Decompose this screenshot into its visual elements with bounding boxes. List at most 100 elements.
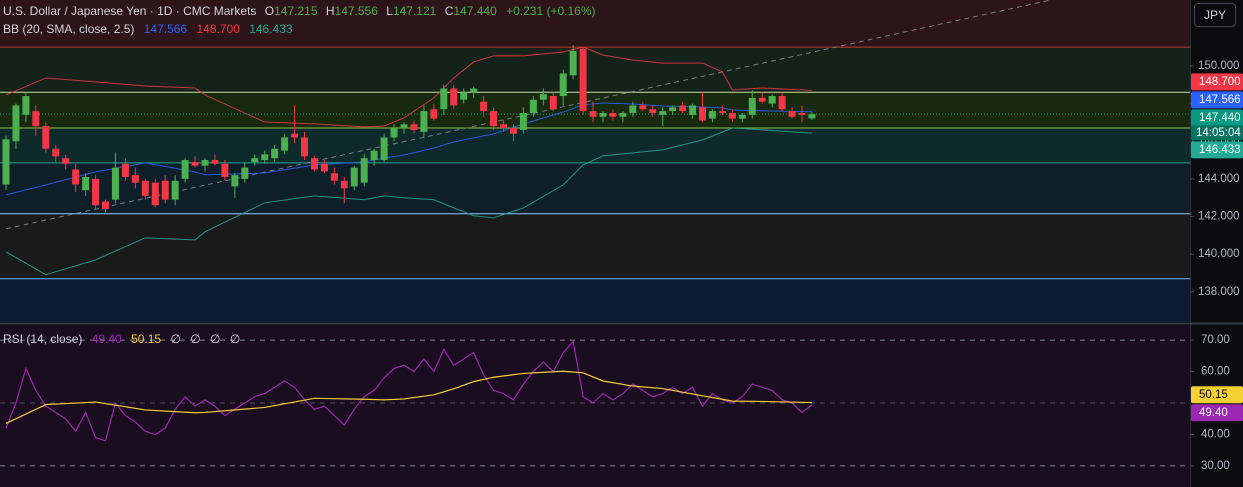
candle-body	[231, 175, 239, 187]
bb-legend: BB (20, SMA, close, 2.5) 147.566 148.700…	[3, 21, 293, 37]
candle-body	[430, 109, 438, 119]
band-line	[5, 46, 812, 128]
candle-body	[330, 173, 338, 181]
candle-body	[310, 158, 318, 170]
y-tick-label: 142.000	[1198, 211, 1240, 223]
candle-body	[42, 126, 50, 149]
candle-body	[629, 105, 637, 113]
y-tick-label: 144.000	[1198, 173, 1240, 185]
bb-value: 147.566	[143, 22, 188, 36]
rsi-title: RSI (14, close)	[3, 332, 83, 346]
rsi-background	[0, 325, 1190, 487]
symbol-title: U.S. Dollar / Japanese Yen · 1D · CMC Ma…	[3, 4, 257, 18]
band-line	[5, 127, 812, 276]
zone	[0, 162, 1190, 214]
candle-body	[708, 111, 716, 119]
candle-body	[191, 161, 199, 166]
candle-body	[350, 167, 358, 187]
candle-body	[181, 160, 189, 179]
candle-body	[92, 178, 100, 206]
candle-body	[390, 128, 398, 138]
candle-body	[788, 111, 796, 117]
value-tag	[1191, 91, 1243, 109]
candle-body	[699, 107, 706, 121]
rsi-value: 50.15	[131, 332, 162, 346]
candle-body	[808, 114, 816, 119]
y-tick-label: 150.000	[1198, 60, 1240, 72]
y-tick-label: 138.000	[1198, 286, 1240, 298]
candle-body	[241, 167, 249, 179]
candle-body	[500, 124, 507, 129]
currency-button[interactable]: JPY	[1194, 3, 1236, 27]
rsi-value: 49.40	[91, 332, 122, 346]
rsi-line	[5, 370, 812, 425]
zone	[0, 213, 1190, 279]
candle-body	[201, 160, 209, 166]
value-tag	[1191, 73, 1243, 91]
candle-body	[271, 148, 279, 159]
ohlc-value: 147.440	[453, 4, 497, 18]
candle-body	[171, 180, 179, 200]
candle-body	[718, 111, 726, 113]
candle-body	[728, 112, 736, 119]
value-tag-label: 146.433	[1199, 144, 1241, 156]
zone	[0, 278, 1190, 322]
countdown-bg	[1191, 125, 1243, 141]
candle-body	[480, 101, 488, 112]
candle-body	[609, 112, 617, 117]
zone	[0, 92, 1190, 129]
candle-body	[798, 112, 806, 115]
candle-body	[768, 96, 776, 104]
candle-body	[470, 88, 478, 93]
candle-body	[102, 201, 109, 210]
candle-body	[450, 88, 458, 106]
empty-value: ∅	[229, 332, 241, 346]
value-tag-label: 50.15	[1199, 389, 1228, 401]
candle-body	[111, 167, 119, 200]
candle-body	[12, 105, 20, 142]
candle-body	[679, 105, 687, 112]
zone	[0, 0, 1190, 48]
candle-body	[32, 111, 40, 127]
bb-title: BB (20, SMA, close, 2.5)	[3, 22, 135, 36]
value-tag	[1191, 404, 1243, 422]
candle-body	[301, 137, 308, 157]
candle-body	[738, 114, 746, 119]
candle-body	[370, 150, 378, 161]
candle-body	[72, 169, 80, 185]
candle-body	[161, 180, 169, 200]
candle-body	[410, 124, 418, 130]
value-tag-label: 49.40	[1199, 407, 1228, 419]
candle-body	[649, 109, 657, 113]
candle-body	[659, 111, 667, 115]
candle-body	[619, 112, 627, 117]
candle-body	[579, 48, 587, 112]
empty-value: ∅	[190, 332, 201, 346]
value-tag-label: 148.700	[1199, 76, 1241, 88]
candle-body	[62, 158, 70, 164]
countdown: 14:05:04	[1196, 127, 1241, 139]
value-tag	[1191, 386, 1243, 404]
candle-body	[22, 96, 30, 115]
candle-body	[131, 175, 139, 183]
candle-body	[221, 163, 229, 178]
bb-value: 148.700	[196, 22, 240, 36]
change: +0.231 (+0.16%)	[506, 4, 596, 18]
empty-value: ∅	[210, 332, 221, 346]
ohlc-key: O	[264, 4, 275, 18]
candle-body	[559, 73, 567, 97]
value-tag	[1191, 141, 1243, 159]
candle-body	[639, 105, 647, 110]
candle-body	[599, 112, 607, 117]
value-tag-label: 147.566	[1199, 94, 1241, 106]
candle-body	[778, 96, 786, 110]
candle-body	[281, 137, 289, 151]
candle-body	[151, 182, 159, 206]
rsi-pane	[0, 339, 1190, 467]
main-legend: U.S. Dollar / Japanese Yen · 1D · CMC Ma…	[3, 3, 596, 19]
rsi-line	[5, 340, 813, 442]
value-tag-label: 147.440	[1199, 112, 1241, 124]
candle-body	[539, 94, 547, 100]
